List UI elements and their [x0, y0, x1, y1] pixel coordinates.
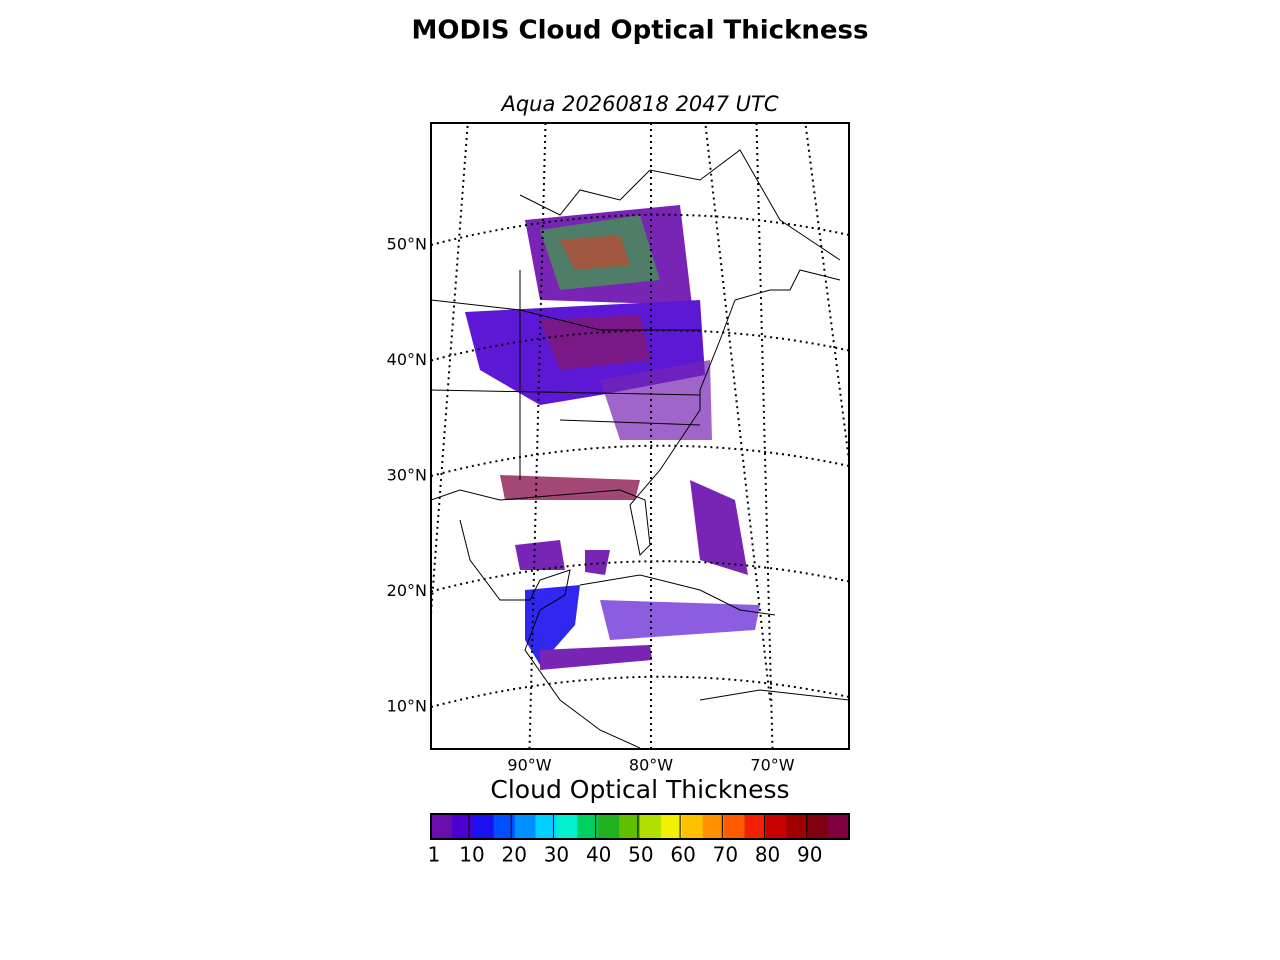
lon-label: 80°W — [629, 756, 673, 775]
colorbar-tick-label: 20 — [501, 843, 526, 867]
parallel — [430, 444, 850, 477]
colorbar-segment — [723, 814, 745, 839]
colorbar-tick-label: 40 — [586, 843, 611, 867]
colorbar-segment — [619, 814, 641, 839]
map-area — [431, 123, 849, 749]
lon-label: 90°W — [507, 756, 551, 775]
colorbar-segment — [744, 814, 766, 839]
chart-subtitle: Aqua 20260818 2047 UTC — [499, 92, 778, 116]
colorbar-segment — [556, 814, 578, 839]
lat-label: 20°N — [387, 581, 427, 600]
colorbar-segment — [535, 814, 557, 839]
colorbar-segment — [493, 814, 516, 839]
colorbar-segment — [514, 814, 536, 839]
meridian — [528, 122, 547, 750]
lat-label: 50°N — [387, 235, 427, 254]
chart-title: MODIS Cloud Optical Thickness — [412, 16, 869, 46]
lon-label: 70°W — [750, 756, 794, 775]
meridian — [755, 122, 774, 750]
colorbar-segment — [577, 814, 599, 839]
colorbar-segment — [828, 814, 850, 839]
coastlines — [431, 149, 849, 749]
colorbar-tick-label: 30 — [544, 843, 569, 867]
colorbar-tick-label: 70 — [713, 843, 738, 867]
colorbar-segment — [640, 814, 662, 839]
parallel — [430, 329, 850, 362]
colorbar-segment — [702, 814, 725, 839]
parallel — [430, 675, 850, 708]
lat-label: 10°N — [387, 697, 427, 716]
colorbar-segment — [786, 814, 808, 839]
cloud-swaths — [465, 205, 760, 670]
meridians — [431, 123, 849, 701]
colorbar-segment — [681, 814, 704, 839]
parallel — [430, 213, 850, 246]
lat-label: 40°N — [387, 350, 427, 369]
colorbar-segment — [660, 814, 683, 839]
lat-label: 30°N — [387, 466, 427, 485]
colorbar-segment — [598, 814, 620, 839]
colorbar-tick-label: 50 — [628, 843, 653, 867]
colorbar-segment — [451, 814, 474, 839]
colorbar-segment — [807, 814, 829, 839]
colorbar-segment — [765, 814, 787, 839]
colorbar-tick-label: 60 — [670, 843, 695, 867]
colorbar-tick-label: 90 — [797, 843, 822, 867]
colorbar-tick-label: 1 — [428, 843, 441, 867]
parallel — [430, 560, 850, 593]
colorbar-tick-label: 10 — [459, 843, 484, 867]
colorbar-tick-label: 80 — [755, 843, 780, 867]
colorbar-segment — [431, 814, 453, 839]
colorbar-label: Cloud Optical Thickness — [490, 775, 789, 804]
colorbar-segment — [472, 814, 495, 839]
map-frame — [430, 122, 850, 750]
